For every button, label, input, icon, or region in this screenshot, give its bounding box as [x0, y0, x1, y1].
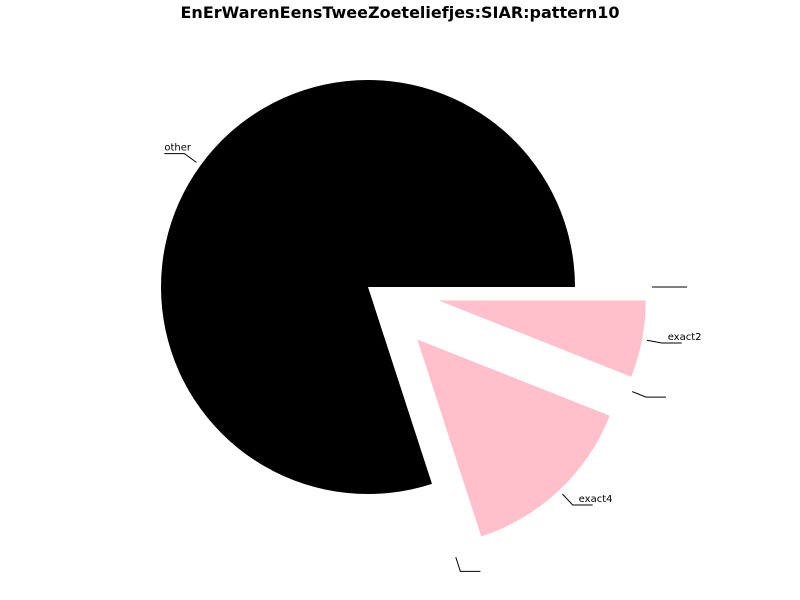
pie-slice-other [161, 79, 575, 495]
slice-label-exact2: exact2 [668, 332, 702, 343]
leader-other [164, 153, 197, 163]
leader-unlabeled-3 [631, 391, 667, 398]
slice-label-other: other [164, 143, 192, 154]
leader-exact4 [562, 493, 593, 506]
chart-title: EnErWarenEensTweeZoeteliefjes:SIAR:patte… [180, 3, 620, 22]
slice-label-exact4: exact4 [579, 494, 613, 505]
leader-unlabeled-1 [455, 556, 481, 572]
leader-exact2 [646, 339, 682, 344]
pie-slice-exact2 [438, 300, 646, 377]
pie-slice-exact4 [417, 339, 610, 537]
